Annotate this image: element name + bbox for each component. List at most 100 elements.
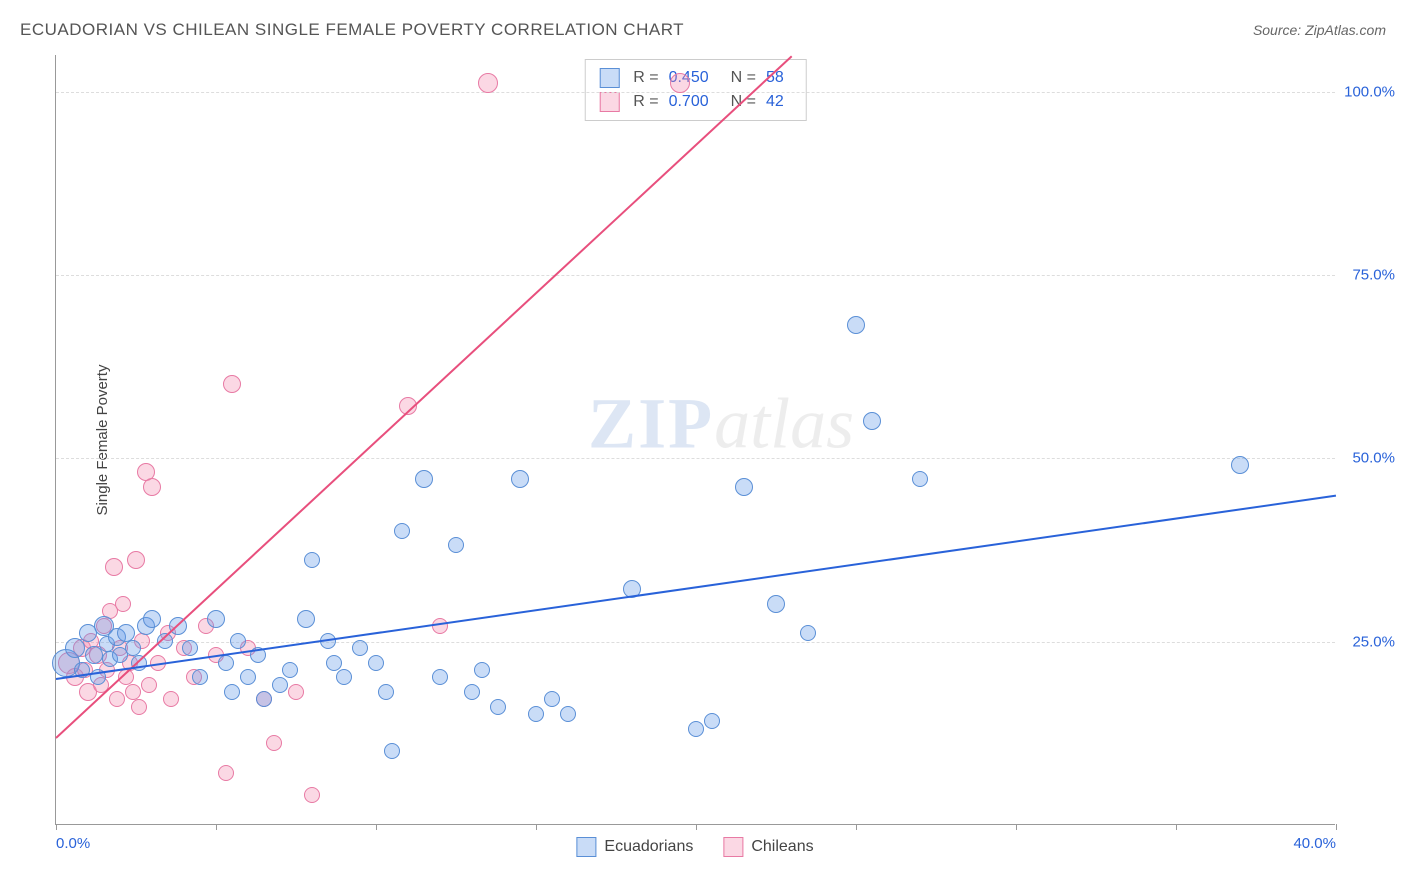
trend-line bbox=[55, 55, 792, 738]
watermark-atlas: atlas bbox=[714, 384, 854, 464]
data-point bbox=[378, 684, 394, 700]
data-point bbox=[688, 721, 704, 737]
swatch-ecuadorians bbox=[599, 68, 619, 88]
legend-item: Ecuadorians bbox=[576, 837, 693, 857]
data-point bbox=[218, 655, 234, 671]
r-value-1: 0.700 bbox=[669, 93, 709, 111]
data-point bbox=[192, 669, 208, 685]
data-point bbox=[432, 669, 448, 685]
data-point bbox=[125, 640, 141, 656]
data-point bbox=[735, 478, 753, 496]
data-point bbox=[384, 743, 400, 759]
data-point bbox=[230, 633, 246, 649]
data-point bbox=[163, 691, 179, 707]
legend-item: Chileans bbox=[723, 837, 813, 857]
bottom-legend: Ecuadorians Chileans bbox=[576, 837, 813, 857]
source-name: ZipAtlas.com bbox=[1305, 22, 1386, 38]
data-point bbox=[490, 699, 506, 715]
data-point bbox=[182, 640, 198, 656]
y-tick-label: 100.0% bbox=[1344, 83, 1395, 100]
y-tick-label: 50.0% bbox=[1352, 450, 1395, 467]
data-point bbox=[560, 706, 576, 722]
data-point bbox=[143, 478, 161, 496]
source-attribution: Source: ZipAtlas.com bbox=[1253, 22, 1386, 38]
data-point bbox=[109, 691, 125, 707]
data-point bbox=[141, 677, 157, 693]
data-point bbox=[256, 691, 272, 707]
x-tick-label: 0.0% bbox=[56, 835, 90, 852]
data-point bbox=[432, 618, 448, 634]
y-tick-label: 75.0% bbox=[1352, 267, 1395, 284]
grid-line bbox=[56, 458, 1335, 459]
plot-area: ZIPatlas R = 0.450 N = 58 R = 0.700 N = … bbox=[55, 55, 1335, 825]
legend-swatch bbox=[723, 837, 743, 857]
data-point bbox=[800, 625, 816, 641]
data-point bbox=[478, 73, 498, 93]
data-point bbox=[105, 558, 123, 576]
data-point bbox=[272, 677, 288, 693]
data-point bbox=[352, 640, 368, 656]
r-label-1: R = bbox=[633, 93, 658, 111]
data-point bbox=[670, 73, 690, 93]
chart-area: Single Female Poverty ZIPatlas R = 0.450… bbox=[55, 55, 1335, 825]
watermark-zip: ZIP bbox=[588, 384, 714, 464]
data-point bbox=[65, 638, 85, 658]
y-tick-label: 25.0% bbox=[1352, 633, 1395, 650]
data-point bbox=[304, 552, 320, 568]
data-point bbox=[336, 669, 352, 685]
x-tick bbox=[696, 824, 697, 830]
x-tick bbox=[376, 824, 377, 830]
data-point bbox=[544, 691, 560, 707]
trend-line bbox=[56, 495, 1336, 680]
data-point bbox=[415, 470, 433, 488]
swatch-chileans bbox=[599, 92, 619, 112]
data-point bbox=[368, 655, 384, 671]
data-point bbox=[125, 684, 141, 700]
data-point bbox=[127, 551, 145, 569]
data-point bbox=[511, 470, 529, 488]
data-point bbox=[282, 662, 298, 678]
r-label-0: R = bbox=[633, 69, 658, 87]
data-point bbox=[266, 735, 282, 751]
x-tick bbox=[536, 824, 537, 830]
x-tick bbox=[56, 824, 57, 830]
x-tick bbox=[1016, 824, 1017, 830]
grid-line bbox=[56, 275, 1335, 276]
data-point bbox=[115, 596, 131, 612]
data-point bbox=[223, 375, 241, 393]
source-prefix: Source: bbox=[1253, 22, 1305, 38]
data-point bbox=[143, 610, 161, 628]
n-label-0: N = bbox=[731, 69, 756, 87]
data-point bbox=[863, 412, 881, 430]
header: ECUADORIAN VS CHILEAN SINGLE FEMALE POVE… bbox=[20, 20, 1386, 40]
stats-row-chileans: R = 0.700 N = 42 bbox=[599, 90, 792, 114]
data-point bbox=[304, 787, 320, 803]
x-tick bbox=[1176, 824, 1177, 830]
legend-label: Ecuadorians bbox=[604, 838, 693, 856]
data-point bbox=[847, 316, 865, 334]
x-tick-label: 40.0% bbox=[1293, 835, 1336, 852]
data-point bbox=[474, 662, 490, 678]
n-value-1: 42 bbox=[766, 93, 784, 111]
data-point bbox=[394, 523, 410, 539]
data-point bbox=[448, 537, 464, 553]
data-point bbox=[297, 610, 315, 628]
grid-line bbox=[56, 92, 1335, 93]
chart-container: ECUADORIAN VS CHILEAN SINGLE FEMALE POVE… bbox=[0, 0, 1406, 892]
watermark: ZIPatlas bbox=[588, 383, 854, 466]
data-point bbox=[767, 595, 785, 613]
x-tick bbox=[216, 824, 217, 830]
data-point bbox=[131, 699, 147, 715]
data-point bbox=[1231, 456, 1249, 474]
data-point bbox=[288, 684, 304, 700]
data-point bbox=[912, 471, 928, 487]
data-point bbox=[464, 684, 480, 700]
data-point bbox=[326, 655, 342, 671]
data-point bbox=[207, 610, 225, 628]
x-tick bbox=[856, 824, 857, 830]
legend-swatch bbox=[576, 837, 596, 857]
data-point bbox=[224, 684, 240, 700]
legend-label: Chileans bbox=[751, 838, 813, 856]
data-point bbox=[704, 713, 720, 729]
data-point bbox=[528, 706, 544, 722]
